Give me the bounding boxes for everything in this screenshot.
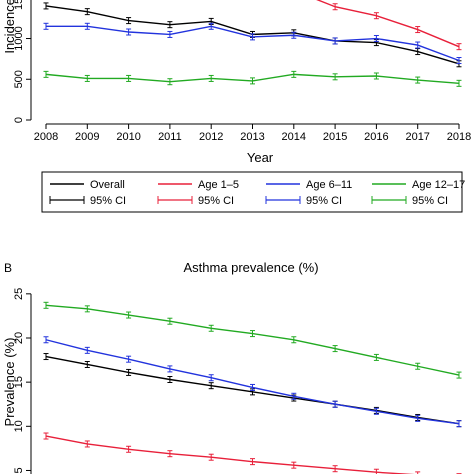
legend-label-age_12_17: Age 12–17	[412, 179, 465, 191]
prevalence-series	[43, 301, 462, 474]
prevalence-y-axis: 5 10 15 20 25	[13, 288, 32, 474]
incidence-y-tick-label: 1500	[13, 0, 25, 10]
prevalence-y-tick-label: 20	[13, 332, 25, 344]
incidence-x-tick-label: 2011	[158, 131, 182, 143]
incidence-x-tick-label: 2009	[75, 131, 99, 143]
incidence-y-tick-label: 0	[13, 117, 25, 123]
prevalence-y-tick-label: 15	[13, 376, 25, 388]
legend-label-overall: Overall	[90, 179, 125, 191]
incidence-x-tick-label: 2018	[447, 131, 471, 143]
incidence-x-tick-label: 2016	[364, 131, 388, 143]
prevalence-title: Asthma prevalence (%)	[183, 260, 318, 275]
legend-ci-label-overall: 95% CI	[90, 195, 126, 207]
legend-ci-label-age_6_11: 95% CI	[306, 195, 342, 207]
incidence-x-tick-label: 2017	[405, 131, 429, 143]
incidence-x-axis-title: Year	[247, 150, 274, 165]
incidence-x-tick-label: 2010	[116, 131, 140, 143]
incidence-series-age_12_17	[43, 70, 462, 87]
panel-b-label: B	[4, 261, 12, 275]
prevalence-line-age_6_11	[45, 339, 460, 425]
incidence-x-axis: 2008 2009 2010 2011 2012 2013 2014 2015 2016 2017…	[34, 123, 471, 143]
prevalence-y-tick-label: 25	[13, 288, 25, 300]
incidence-y-tick-label: 1000	[13, 26, 25, 50]
incidence-x-tick-label: 2013	[240, 131, 264, 143]
incidence-x-tick-label: 2014	[282, 131, 306, 143]
legend-label-age_6_11: Age 6–11	[306, 179, 352, 191]
prevalence-line-age_1_5	[45, 435, 415, 474]
prevalence-panel: B Asthma prevalence (%) Prevalence (%) 5…	[2, 260, 462, 474]
prevalence-series-age_12_17	[43, 301, 462, 379]
incidence-line-age_1_5	[316, 0, 460, 48]
incidence-series-age_6_11	[43, 22, 462, 65]
incidence-series-age_1_5	[316, 0, 462, 51]
incidence-y-tick-label: 500	[13, 70, 25, 88]
incidence-x-tick-label: 2015	[323, 131, 347, 143]
incidence-series	[43, 0, 462, 87]
incidence-x-tick-label: 2008	[34, 131, 58, 143]
prevalence-y-tick-label: 10	[13, 420, 25, 432]
legend-box	[41, 171, 463, 213]
prevalence-y-axis-title: Prevalence (%)	[2, 338, 17, 427]
legend-label-age_1_5: Age 1–5	[198, 179, 239, 191]
prevalence-series-age_1_5	[43, 432, 462, 474]
incidence-x-tick-label: 2012	[199, 131, 223, 143]
incidence-y-axis: 0 500 1000 1500	[13, 0, 32, 123]
incidence-y-axis-title: Incidence	[2, 0, 17, 54]
legend-ci-label-age_12_17: 95% CI	[412, 195, 448, 207]
incidence-panel: Incidence 050010001500 20082009201020112…	[2, 0, 471, 165]
prevalence-series-age_6_11	[43, 336, 462, 428]
legend-ci-label-age_1_5: 95% CI	[198, 195, 234, 207]
prevalence-y-tick-label: 5	[13, 467, 25, 473]
prevalence-line-age_12_17	[45, 304, 460, 376]
legend: Overall 95% CI Age 1–5 95% CI Age 6–11 95% CI…	[41, 171, 465, 213]
